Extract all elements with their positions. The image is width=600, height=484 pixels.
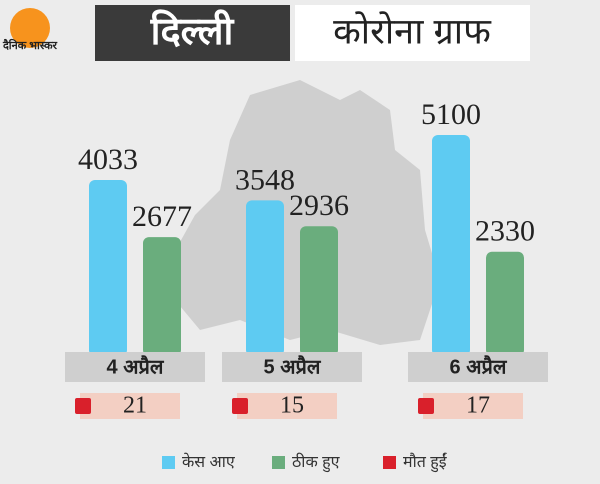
value-label: 5100 bbox=[421, 98, 481, 131]
death-marker bbox=[232, 398, 248, 414]
bar bbox=[143, 237, 181, 356]
death-value: 17 bbox=[466, 393, 490, 419]
legend-label: मौत हुईं bbox=[403, 452, 448, 473]
category-box bbox=[222, 352, 362, 382]
legend-swatch bbox=[383, 456, 396, 469]
value-label: 2330 bbox=[475, 215, 535, 248]
legend-label: ठीक हुए bbox=[292, 452, 341, 473]
subtitle-box bbox=[295, 5, 530, 61]
bar bbox=[300, 226, 338, 356]
legend-swatch bbox=[272, 456, 285, 469]
value-label: 2936 bbox=[289, 189, 349, 222]
value-label: 4033 bbox=[78, 143, 138, 176]
x-tick-label: 6 अप्रैल bbox=[450, 354, 508, 378]
death-value: 15 bbox=[280, 393, 304, 419]
death-box bbox=[80, 393, 180, 419]
legend-swatch bbox=[162, 456, 175, 469]
legend-label: केस आए bbox=[182, 452, 236, 471]
chart-subtitle: कोरोना ग्राफ bbox=[333, 11, 492, 52]
value-label: 3548 bbox=[235, 163, 295, 196]
bar bbox=[432, 135, 470, 356]
logo-text: दैनिक भास्कर bbox=[2, 38, 58, 52]
category-box bbox=[408, 352, 548, 382]
map-silhouette bbox=[170, 80, 440, 345]
death-value: 21 bbox=[123, 393, 147, 419]
bar bbox=[486, 251, 524, 356]
x-tick-label: 4 अप्रैल bbox=[107, 354, 165, 378]
bar bbox=[246, 200, 284, 356]
logo-circle bbox=[10, 8, 50, 48]
value-label: 2677 bbox=[132, 200, 192, 233]
bar bbox=[89, 179, 127, 356]
death-marker bbox=[75, 398, 91, 414]
death-marker bbox=[418, 398, 434, 414]
death-box bbox=[423, 393, 523, 419]
death-box bbox=[237, 393, 337, 419]
category-box bbox=[65, 352, 205, 382]
x-tick-label: 5 अप्रैल bbox=[264, 354, 322, 378]
chart-title: दिल्ली bbox=[150, 9, 235, 53]
title-box bbox=[95, 5, 290, 61]
